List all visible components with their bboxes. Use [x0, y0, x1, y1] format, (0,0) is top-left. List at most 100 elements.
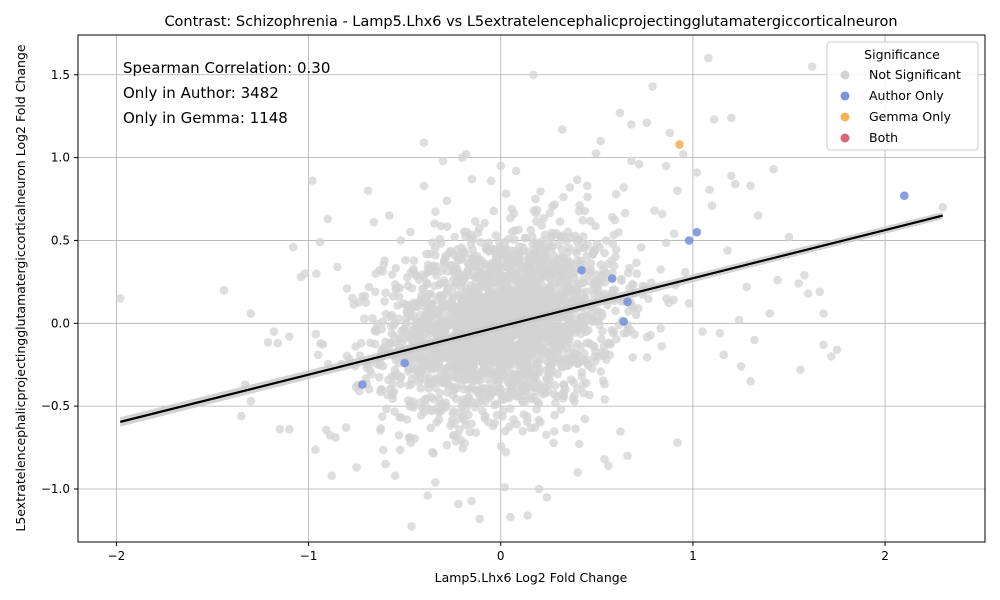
data-point-not-significant [627, 120, 636, 129]
data-point-not-significant [408, 303, 417, 313]
data-point-not-significant [564, 337, 573, 347]
data-point-not-significant [646, 330, 655, 340]
data-point-not-significant [656, 324, 665, 333]
data-point-not-significant [263, 338, 273, 347]
data-point-not-significant [476, 238, 485, 247]
data-point-not-significant [476, 272, 486, 282]
data-point-not-significant [512, 250, 522, 259]
data-point-not-significant [341, 423, 351, 432]
data-point-not-significant [454, 499, 463, 509]
data-point-not-significant [550, 381, 560, 390]
data-point-not-significant [530, 393, 539, 402]
data-point-not-significant [549, 260, 558, 269]
legend-label-gemma-only: Gemma Only [869, 109, 952, 124]
data-point-not-significant [356, 338, 366, 348]
data-point-not-significant [523, 275, 532, 285]
data-point-not-significant [415, 351, 424, 361]
data-point-not-significant [448, 390, 458, 400]
data-point-not-significant [491, 231, 501, 240]
data-point-not-significant [796, 365, 805, 375]
data-point-not-significant [657, 209, 667, 219]
legend-label-both: Both [869, 130, 898, 145]
data-point-not-significant [815, 287, 824, 297]
data-point-not-significant [657, 341, 667, 351]
data-point-not-significant [584, 269, 594, 279]
chart-title: Contrast: Schizophrenia - Lamp5.Lhx6 vs … [164, 14, 897, 30]
data-point-not-significant [535, 304, 544, 313]
data-point-not-significant [463, 374, 472, 384]
data-point-not-significant [819, 340, 828, 350]
data-point-not-significant [452, 276, 462, 286]
legend-marker-both [840, 133, 850, 143]
data-point-not-significant [523, 412, 532, 421]
data-point-not-significant [534, 367, 544, 377]
data-point-not-significant [446, 421, 455, 430]
data-point-not-significant [551, 398, 560, 408]
data-point-not-significant [504, 234, 513, 244]
data-point-not-significant [359, 314, 369, 324]
data-point-not-significant [342, 351, 352, 361]
y-tick-label: 1.5 [51, 68, 70, 82]
data-point-not-significant [449, 407, 458, 416]
data-point-not-significant [538, 332, 548, 341]
data-point-not-significant [452, 245, 462, 254]
data-point-not-significant [604, 259, 613, 269]
data-point-not-significant [506, 512, 515, 522]
data-point-not-significant [784, 232, 794, 242]
data-point-not-significant [466, 311, 476, 321]
data-point-not-significant [348, 293, 357, 303]
data-point-not-significant [534, 247, 543, 256]
data-point-not-significant [381, 288, 390, 298]
data-point-not-significant [571, 424, 580, 434]
data-point-not-significant [765, 309, 775, 318]
data-point-not-significant [467, 496, 476, 506]
data-point-not-significant [620, 208, 630, 218]
data-point-not-significant [430, 219, 439, 228]
data-point-not-significant [385, 338, 395, 348]
data-point-author-only [577, 266, 586, 275]
data-point-not-significant [382, 404, 391, 414]
data-point-not-significant [547, 362, 556, 372]
data-point-not-significant [427, 351, 437, 361]
data-point-not-significant [617, 276, 626, 285]
data-point-not-significant [461, 150, 471, 159]
data-point-not-significant [489, 206, 499, 216]
data-point-not-significant [417, 403, 427, 413]
data-point-not-significant [753, 211, 763, 220]
data-point-not-significant [553, 369, 562, 379]
data-point-not-significant [381, 459, 390, 469]
data-point-not-significant [460, 416, 470, 425]
data-point-not-significant [436, 330, 445, 339]
data-point-not-significant [285, 332, 294, 341]
data-point-not-significant [456, 408, 465, 417]
data-point-not-significant [571, 325, 580, 334]
data-point-not-significant [526, 225, 536, 235]
data-point-not-significant [435, 388, 444, 398]
data-point-not-significant [719, 350, 728, 360]
data-point-not-significant [543, 351, 553, 360]
data-point-not-significant [485, 245, 494, 255]
data-point-not-significant [507, 302, 516, 311]
data-point-not-significant [598, 327, 607, 336]
data-point-not-significant [650, 206, 659, 215]
data-point-not-significant [468, 245, 477, 255]
data-point-not-significant [591, 281, 601, 290]
data-point-not-significant [449, 268, 459, 278]
data-point-not-significant [540, 382, 550, 391]
data-point-not-significant [431, 478, 440, 487]
data-point-not-significant [526, 266, 536, 275]
data-point-not-significant [938, 203, 947, 212]
spearman-correlation-annotation: Spearman Correlation: 0.30 [123, 59, 330, 77]
data-point-not-significant [574, 280, 584, 289]
data-point-not-significant [514, 325, 524, 335]
x-tick-label: −2 [108, 549, 126, 563]
data-point-not-significant [471, 217, 480, 226]
data-point-not-significant [642, 353, 652, 362]
data-point-not-significant [467, 255, 477, 265]
data-point-not-significant [311, 445, 320, 454]
data-point-not-significant [394, 358, 403, 368]
data-point-not-significant [506, 376, 516, 386]
data-point-not-significant [539, 288, 548, 297]
data-point-not-significant [616, 427, 625, 436]
data-point-not-significant [427, 363, 437, 372]
